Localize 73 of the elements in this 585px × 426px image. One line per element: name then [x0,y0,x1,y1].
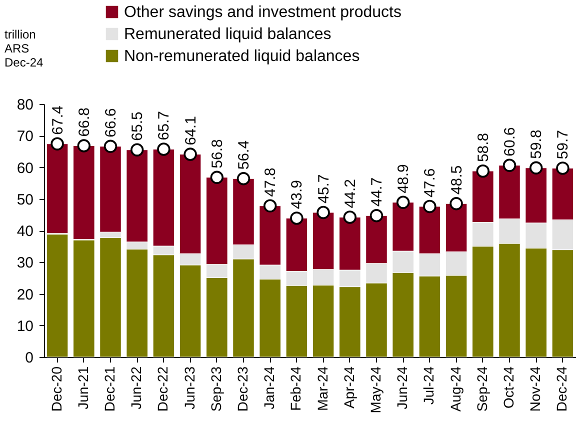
point [556,162,570,175]
point [290,212,304,225]
data-label: 56.4 [236,140,252,170]
legend-label: Non-remunerated liquid balances [124,48,360,65]
point [157,142,170,156]
data-label: 59.8 [528,130,546,159]
legend-label: Other savings and investment products [124,4,402,21]
x-tick-label: Sep-23 [208,366,224,412]
y-tick-label: 50 [16,191,34,208]
point [502,158,516,172]
x-tick-label: Dec-23 [234,366,250,412]
data-label: 64.1 [182,116,200,146]
data-label: 65.5 [129,112,146,141]
x-tick-label: Jan-24 [261,366,278,410]
x-tick-label: Apr-24 [340,366,357,409]
data-label: 43.9 [288,180,306,210]
point [370,209,384,222]
y-tick-label: 40 [16,223,34,240]
point [316,206,330,220]
x-tick-label: Dec-20 [48,366,64,412]
x-tick-label: Jun-23 [181,366,198,410]
point [343,210,356,224]
x-tick-label: Jun-21 [74,366,91,410]
x-tick-label: Nov-24 [527,366,544,412]
data-label: 45.7 [315,174,332,204]
x-tick-label: Dec-21 [102,366,118,412]
data-label: 44.2 [342,179,359,208]
point [210,170,224,184]
data-label: 44.7 [368,177,386,207]
data-label: 47.6 [422,168,439,198]
data-label: 60.6 [502,127,518,156]
data-label: 66.8 [76,108,93,137]
x-tick-label: Jun-24 [394,366,410,410]
point [264,199,277,212]
data-label: 65.7 [156,111,173,140]
x-tick-label: Mar-24 [314,366,330,411]
data-label: 58.8 [474,132,492,162]
data-label: 48.9 [395,164,412,194]
y-tick-label: 80 [16,96,34,114]
legend-label: Remunerated liquid balances [124,26,332,43]
point [530,161,543,174]
point [184,148,197,161]
x-tick-label: Sep-24 [474,366,490,412]
data-label: 59.7 [554,130,572,160]
point [476,164,490,178]
y-tick-label: 0 [25,350,34,366]
y-tick-label: 30 [16,254,34,272]
y-tick-label: 20 [16,286,34,304]
x-tick-label: Oct-24 [500,366,516,409]
x-tick-label: Jun-22 [128,366,144,410]
point [236,172,250,186]
data-label: 47.8 [262,168,280,197]
x-tick-label: Aug-24 [447,366,464,412]
point [450,197,463,210]
x-tick-label: Feb-24 [288,366,304,411]
x-tick-label: May-24 [368,366,384,414]
y-tick-label: 70 [16,128,34,146]
data-label: 66.6 [102,108,120,138]
point [77,139,90,152]
x-tick-label: Jul-24 [420,366,437,405]
y-axis-title: trillion ARS Dec-24 [4,28,44,70]
data-label: 48.5 [448,165,466,195]
x-tick-label: Dec-24 [554,366,570,412]
point [396,196,410,209]
data-label: 56.8 [208,139,226,168]
point [423,200,436,214]
point [104,140,118,153]
x-tick-label: Dec-22 [154,366,171,412]
point [130,143,144,156]
y-tick-label: 60 [16,160,34,177]
y-tick-label: 10 [16,318,34,335]
point [50,137,64,150]
data-label: 67.4 [49,106,66,135]
